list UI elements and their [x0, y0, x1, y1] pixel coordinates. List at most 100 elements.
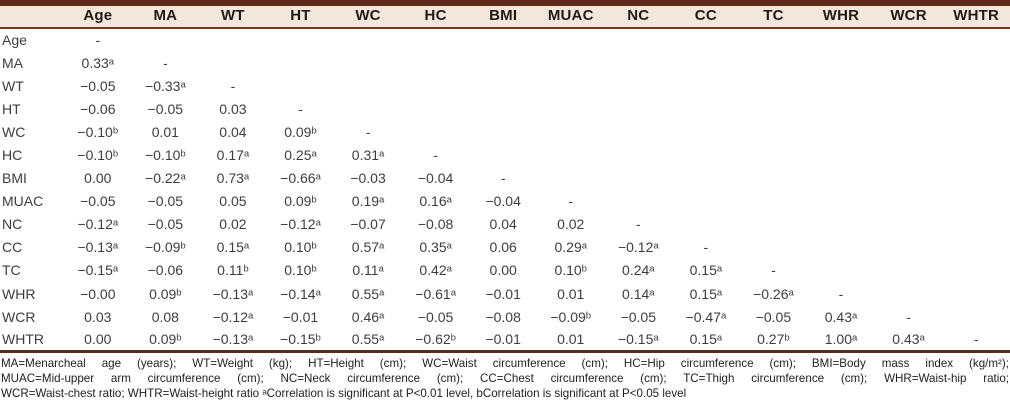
correlation-cell — [605, 190, 673, 213]
correlation-cell — [267, 28, 335, 51]
table-row: BMI 0.00 −0.22ᵃ 0.73ᵃ −0.66ᵃ −0.03 −0.04 - — [0, 167, 1010, 190]
row-label: CC — [2, 239, 23, 256]
correlation-cell: - — [365, 123, 371, 140]
correlation-cell — [605, 120, 673, 143]
correlation-cell: - — [973, 331, 979, 348]
correlation-cell: 0.16ᵃ — [419, 193, 452, 210]
correlation-cell: −0.05 — [620, 308, 656, 325]
column-header: WHR — [807, 3, 875, 29]
correlation-cell: 0.15ᵃ — [689, 285, 723, 302]
correlation-cell: - — [230, 77, 236, 94]
correlation-cell: −0.15ᵇ — [280, 331, 321, 348]
correlation-cell: - — [433, 147, 438, 164]
correlation-cell: −0.01 — [282, 308, 319, 325]
row-label: Age — [2, 32, 27, 49]
correlation-cell: 0.09ᵇ — [284, 193, 317, 210]
correlation-cell: 0.04 — [219, 123, 247, 140]
correlation-cell: −0.00 — [80, 285, 116, 302]
correlation-cell: 0.14ᵃ — [622, 285, 655, 302]
correlation-cell — [402, 120, 470, 143]
correlation-cell — [402, 28, 470, 51]
correlation-cell: 0.27ᵇ — [757, 331, 790, 348]
row-label: HT — [2, 100, 21, 117]
correlation-cell — [875, 51, 943, 74]
correlation-cell — [807, 28, 875, 51]
correlation-cell — [334, 97, 402, 120]
table-row: WC −0.10ᵇ 0.01 0.04 0.09ᵇ - — [0, 120, 1010, 143]
correlation-cell: 0.35ᵃ — [419, 239, 452, 256]
correlation-cell: 0.09ᵇ — [149, 285, 182, 302]
table-footnote: MA=Menarcheal age (years); WT=Weight (kg… — [0, 353, 1010, 401]
correlation-cell: −0.05 — [417, 308, 454, 325]
correlation-cell — [334, 28, 402, 51]
correlation-cell — [132, 28, 200, 51]
footnote-line-1: MA=Menarcheal age (years); WT=Weight (kg… — [1, 356, 1009, 370]
correlation-cell: −0.26ᵃ — [753, 285, 794, 302]
column-header: TC — [739, 3, 808, 29]
correlation-cell: −0.04 — [417, 170, 454, 187]
table-row: MUAC −0.05 −0.05 0.05 0.09ᵇ 0.19ᵃ 0.16ᵃ −0.04 - — [0, 190, 1010, 213]
correlation-cell — [875, 143, 943, 166]
correlation-cell — [807, 97, 875, 120]
column-header: CC — [672, 3, 740, 29]
correlation-cell — [807, 190, 875, 213]
correlation-cell — [740, 120, 808, 143]
correlation-cell — [807, 120, 875, 143]
correlation-cell: −0.12ᵃ — [617, 239, 659, 256]
correlation-cell: 0.55ᵃ — [351, 285, 385, 302]
correlation-cell — [672, 51, 740, 74]
correlation-cell — [267, 51, 335, 74]
correlation-cell — [605, 97, 673, 120]
row-label: TC — [2, 262, 21, 279]
table-row: HT −0.06 −0.05 0.03 - — [0, 97, 1010, 120]
correlation-cell — [537, 74, 605, 97]
correlation-cell: −0.06 — [147, 262, 184, 279]
correlation-cell: - — [298, 100, 303, 117]
correlation-cell — [942, 305, 1010, 328]
correlation-cell: −0.12ᵃ — [77, 216, 119, 233]
table-row: Age - — [0, 28, 1010, 51]
correlation-cell: −0.06 — [80, 100, 116, 117]
correlation-cell: −0.01 — [485, 285, 521, 302]
correlation-cell — [605, 74, 673, 97]
row-label: WCR — [2, 308, 36, 325]
correlation-cell — [807, 236, 875, 259]
correlation-cell — [807, 167, 875, 190]
correlation-cell: - — [95, 32, 101, 49]
correlation-cell — [875, 167, 943, 190]
table-body: Age - MA 0.33ᵃ - WT −0.05 −0.33ᵃ - HT −0.06 −0.05 0.… — [0, 28, 1010, 351]
correlation-cell — [537, 51, 605, 74]
correlation-cell: −0.09ᵇ — [550, 308, 592, 325]
correlation-cell: −0.05 — [147, 216, 184, 233]
correlation-cell — [942, 97, 1010, 120]
correlation-cell — [942, 236, 1010, 259]
corner-cell — [0, 3, 64, 29]
correlation-cell — [199, 28, 267, 51]
correlation-cell — [875, 74, 943, 97]
correlation-cell — [672, 28, 740, 51]
correlation-cell — [875, 213, 943, 236]
column-header: HT — [266, 3, 335, 29]
footnote-line-2: MUAC=Mid-upper arm circumference (cm); N… — [1, 371, 1009, 385]
correlation-cell: 0.11ᵃ — [352, 262, 384, 279]
correlation-cell: −0.10ᵇ — [77, 123, 119, 140]
column-header: BMI — [469, 3, 537, 29]
correlation-cell: 0.15ᵃ — [216, 239, 250, 256]
correlation-cell: −0.07 — [350, 216, 386, 233]
correlation-cell: −0.61ᵃ — [415, 285, 456, 302]
correlation-cell — [537, 167, 605, 190]
correlation-cell — [537, 28, 605, 51]
correlation-cell: 0.04 — [489, 216, 517, 233]
table-header: Age MA WT HT WC HC BMI MUAC NC CC TC WHR WCR WHTR — [0, 3, 1010, 29]
correlation-cell: −0.08 — [485, 308, 521, 325]
correlation-cell: 0.43ᵃ — [892, 331, 925, 348]
table-header-row: Age MA WT HT WC HC BMI MUAC NC CC TC WHR WCR WHTR — [0, 3, 1010, 29]
correlation-cell — [469, 120, 537, 143]
row-label: WHTR — [2, 331, 44, 348]
correlation-cell: −0.33ᵃ — [145, 77, 186, 94]
correlation-cell: −0.10ᵇ — [77, 147, 119, 164]
correlation-cell: −0.01 — [485, 331, 521, 348]
footnote-line-3: WCR=Waist-chest ratio; WHTR=Waist-height… — [1, 386, 687, 400]
table-row: WHTR 0.00 0.09ᵇ −0.13ᵃ −0.15ᵇ 0.55ᵃ −0.62ᵇ −0.0… — [0, 328, 1010, 351]
